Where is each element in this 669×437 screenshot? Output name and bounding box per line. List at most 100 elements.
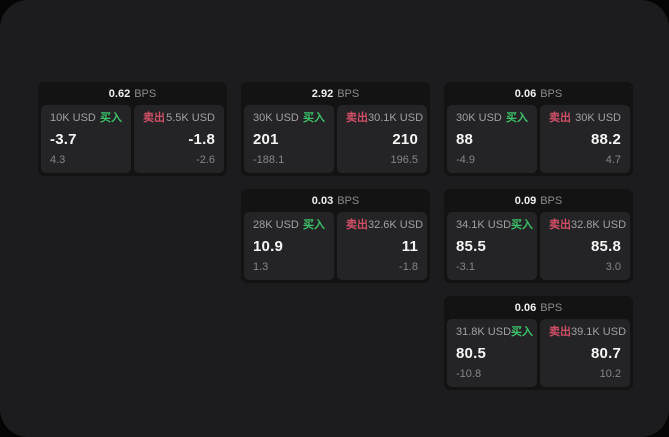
quote-panels: 10K USD 买入 -3.7 4.3 卖出 5.5K USD -1.8 -2.… [38, 105, 227, 176]
sell-quote-panel[interactable]: 卖出 30.1K USD 210 196.5 [337, 105, 427, 173]
buy-delta: -3.1 [456, 261, 475, 273]
buy-price: 80.5 [456, 345, 486, 362]
sell-amount: 30K USD [575, 112, 621, 124]
sell-amount: 30.1K USD [368, 112, 424, 124]
quote-card: 0.09 BPS 34.1K USD 买入 85.5 -3.1 卖出 32.8K… [444, 189, 633, 283]
buy-panel-top: 30K USD 买入 [456, 112, 528, 125]
sell-quote-panel[interactable]: 卖出 32.6K USD 11 -1.8 [337, 212, 427, 280]
quote-card: 0.06 BPS 30K USD 买入 88 -4.9 卖出 30K USD 8… [444, 82, 633, 176]
buy-label: 买入 [511, 326, 534, 338]
sell-amount: 32.8K USD [571, 219, 627, 231]
sell-label: 卖出 [549, 219, 571, 231]
buy-panel-top: 30K USD 买入 [253, 112, 325, 125]
sell-label: 卖出 [549, 112, 571, 124]
sell-price: 80.7 [591, 345, 621, 362]
sell-amount: 39.1K USD [571, 326, 627, 338]
spread-unit: BPS [337, 87, 360, 100]
buy-delta: -10.8 [456, 368, 482, 380]
sell-label: 卖出 [346, 112, 368, 124]
buy-panel-top: 34.1K USD 买入 [456, 219, 533, 232]
sell-amount: 5.5K USD [166, 112, 215, 124]
sell-panel-top: 卖出 30.1K USD [346, 112, 423, 125]
quote-panels: 30K USD 买入 201 -188.1 卖出 30.1K USD 210 1… [241, 105, 430, 176]
buy-panel-top: 10K USD 买入 [50, 112, 122, 125]
spread-unit: BPS [540, 301, 563, 314]
spread-header: 0.09 BPS [444, 189, 633, 212]
sell-quote-panel[interactable]: 卖出 30K USD 88.2 4.7 [540, 105, 630, 173]
buy-delta: 1.3 [253, 261, 269, 273]
buy-quote-panel[interactable]: 28K USD 买入 10.9 1.3 [244, 212, 334, 280]
quote-panels: 28K USD 买入 10.9 1.3 卖出 32.6K USD 11 -1.8 [241, 212, 430, 283]
buy-label: 买入 [506, 112, 528, 124]
buy-label: 买入 [303, 112, 325, 124]
buy-amount: 30K USD [456, 112, 502, 124]
buy-amount: 10K USD [50, 112, 96, 124]
buy-quote-panel[interactable]: 30K USD 买入 88 -4.9 [447, 105, 537, 173]
buy-price: -3.7 [50, 131, 77, 148]
spread-value: 0.62 [108, 87, 131, 100]
buy-price: 201 [253, 131, 279, 148]
buy-quote-panel[interactable]: 31.8K USD 买入 80.5 -10.8 [447, 319, 537, 387]
sell-price: 88.2 [591, 131, 621, 148]
sell-panel-top: 卖出 32.8K USD [549, 219, 626, 232]
buy-amount: 30K USD [253, 112, 299, 124]
sell-label: 卖出 [549, 326, 571, 338]
sell-panel-top: 卖出 32.6K USD [346, 219, 423, 232]
spread-value: 0.09 [514, 194, 537, 207]
buy-quote-panel[interactable]: 10K USD 买入 -3.7 4.3 [41, 105, 131, 173]
quote-card: 0.06 BPS 31.8K USD 买入 80.5 -10.8 卖出 39.1… [444, 296, 633, 390]
quote-card: 0.03 BPS 28K USD 买入 10.9 1.3 卖出 32.6K US… [241, 189, 430, 283]
sell-quote-panel[interactable]: 卖出 32.8K USD 85.8 3.0 [540, 212, 630, 280]
buy-delta: -4.9 [456, 154, 475, 166]
buy-delta: 4.3 [50, 154, 66, 166]
sell-delta: -1.8 [399, 261, 418, 273]
buy-amount: 31.8K USD [456, 326, 512, 338]
sell-delta: 4.7 [605, 154, 621, 166]
sell-delta: 10.2 [599, 368, 621, 380]
buy-delta: -188.1 [253, 154, 285, 166]
quote-card: 2.92 BPS 30K USD 买入 201 -188.1 卖出 30.1K … [241, 82, 430, 176]
buy-label: 买入 [303, 219, 325, 231]
spread-value: 0.06 [514, 301, 537, 314]
sell-price: 11 [401, 238, 418, 255]
sell-panel-top: 卖出 5.5K USD [143, 112, 215, 125]
quote-panels: 31.8K USD 买入 80.5 -10.8 卖出 39.1K USD 80.… [444, 319, 633, 390]
buy-amount: 34.1K USD [456, 219, 512, 231]
buy-quote-panel[interactable]: 30K USD 买入 201 -188.1 [244, 105, 334, 173]
buy-quote-panel[interactable]: 34.1K USD 买入 85.5 -3.1 [447, 212, 537, 280]
buy-price: 10.9 [253, 238, 283, 255]
buy-amount: 28K USD [253, 219, 299, 231]
spread-value: 0.06 [514, 87, 537, 100]
sell-amount: 32.6K USD [368, 219, 424, 231]
spread-header: 0.06 BPS [444, 82, 633, 105]
spread-value: 0.03 [311, 194, 334, 207]
sell-price: -1.8 [188, 131, 215, 148]
buy-panel-top: 28K USD 买入 [253, 219, 325, 232]
sell-label: 卖出 [346, 219, 368, 231]
spread-unit: BPS [337, 194, 360, 207]
spread-unit: BPS [134, 87, 157, 100]
sell-panel-top: 卖出 30K USD [549, 112, 621, 125]
card-grid: 0.62 BPS 10K USD 买入 -3.7 4.3 卖出 5.5K USD… [38, 82, 633, 390]
spread-value: 2.92 [311, 87, 334, 100]
quote-card: 0.62 BPS 10K USD 买入 -3.7 4.3 卖出 5.5K USD… [38, 82, 227, 176]
sell-price: 210 [392, 131, 418, 148]
spread-header: 0.03 BPS [241, 189, 430, 212]
buy-price: 88 [456, 131, 474, 148]
sell-price: 85.8 [591, 238, 621, 255]
sell-delta: 3.0 [605, 261, 621, 273]
quote-panels: 30K USD 买入 88 -4.9 卖出 30K USD 88.2 4.7 [444, 105, 633, 176]
buy-label: 买入 [100, 112, 122, 124]
spread-header: 0.06 BPS [444, 296, 633, 319]
spread-header: 0.62 BPS [38, 82, 227, 105]
sell-panel-top: 卖出 39.1K USD [549, 326, 626, 339]
sell-quote-panel[interactable]: 卖出 39.1K USD 80.7 10.2 [540, 319, 630, 387]
sell-delta: 196.5 [390, 154, 418, 166]
sell-quote-panel[interactable]: 卖出 5.5K USD -1.8 -2.6 [134, 105, 224, 173]
buy-price: 85.5 [456, 238, 486, 255]
spread-header: 2.92 BPS [241, 82, 430, 105]
sell-label: 卖出 [143, 112, 165, 124]
buy-label: 买入 [511, 219, 534, 231]
